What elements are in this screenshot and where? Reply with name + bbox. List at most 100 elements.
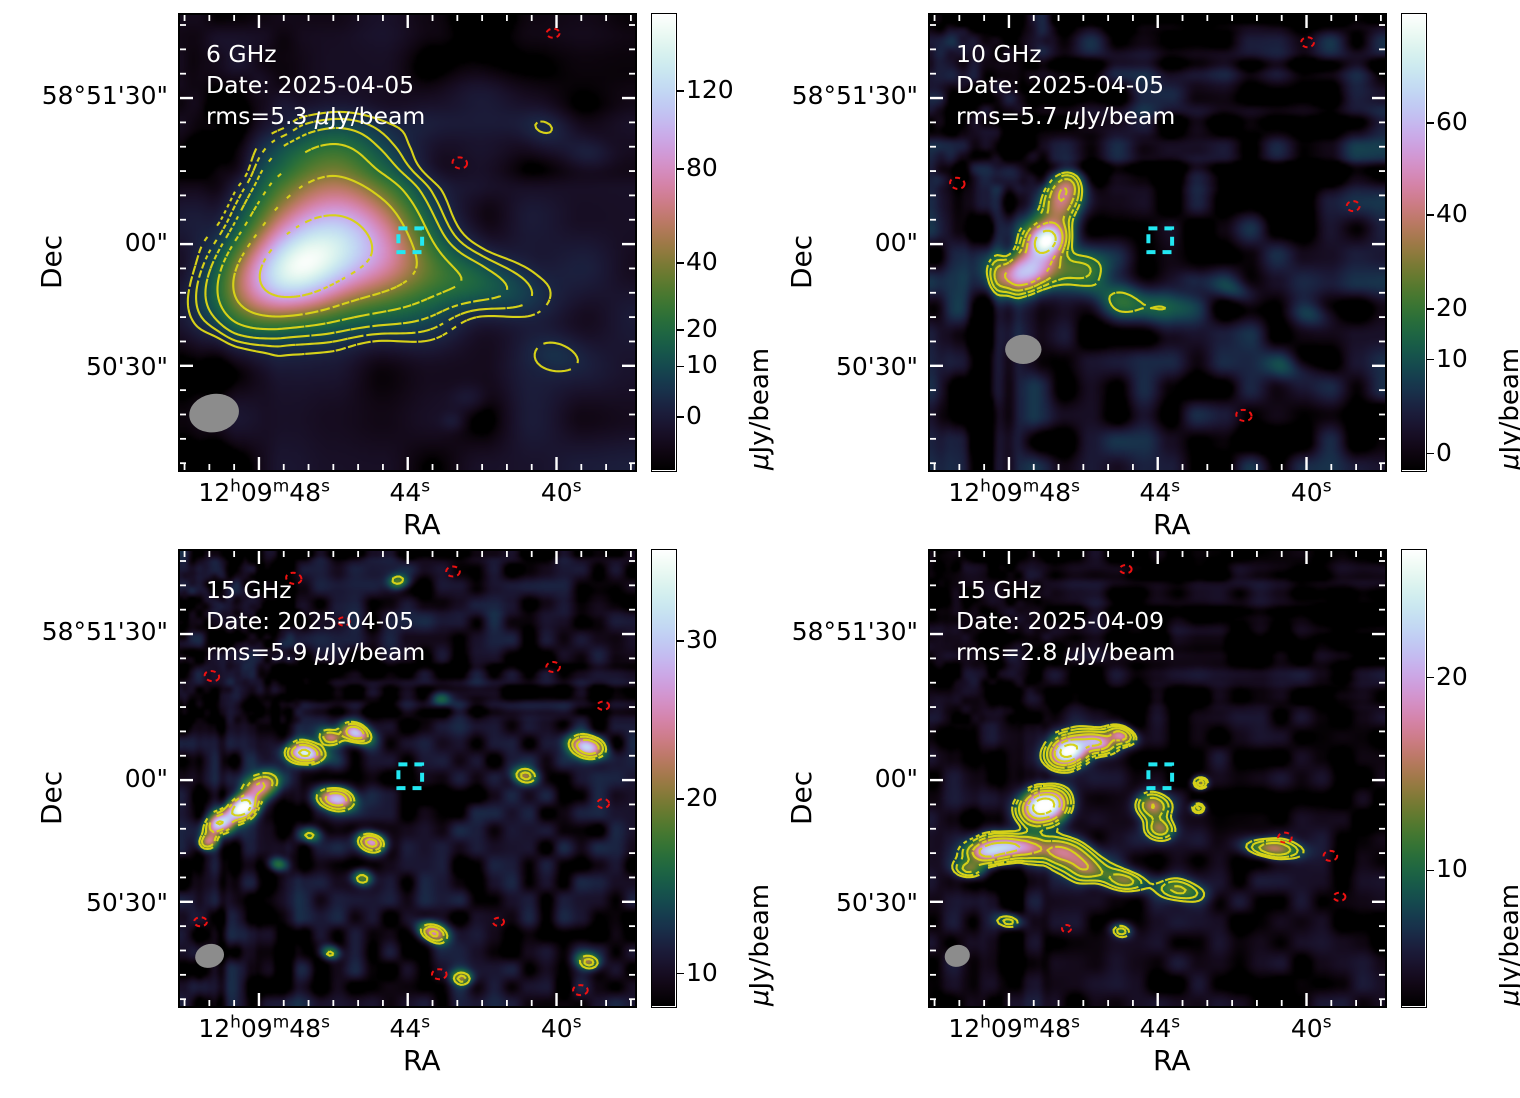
positive-contour xyxy=(1057,188,1066,202)
positive-contour xyxy=(222,257,227,263)
negative-contour xyxy=(949,176,966,190)
map-overlay xyxy=(180,551,635,1006)
positive-contour xyxy=(247,163,252,172)
positive-contour xyxy=(1017,800,1042,828)
positive-contour xyxy=(304,148,312,154)
positive-contour xyxy=(518,767,537,778)
target-position-marker[interactable] xyxy=(1146,762,1175,791)
positive-contour xyxy=(286,747,316,765)
positive-contour xyxy=(1060,727,1070,732)
positive-contour xyxy=(304,120,314,126)
positive-contour xyxy=(213,254,218,260)
positive-contour xyxy=(962,861,969,867)
positive-contour xyxy=(1049,747,1068,767)
positive-contour xyxy=(1076,766,1082,771)
positive-contour xyxy=(1146,793,1170,808)
positive-contour xyxy=(993,258,1008,264)
positive-contour xyxy=(454,313,461,318)
positive-contour xyxy=(1066,806,1072,815)
colorbar-tick xyxy=(676,416,684,418)
positive-contour xyxy=(1067,760,1077,766)
positive-contour xyxy=(1046,848,1089,871)
positive-contour xyxy=(240,204,246,211)
positive-contour xyxy=(391,577,404,585)
dec-tick-label: 58°51'30" xyxy=(41,80,168,110)
positive-contour xyxy=(1169,814,1177,832)
positive-contour xyxy=(261,147,267,154)
positive-contour xyxy=(1018,236,1023,245)
positive-contour xyxy=(1152,803,1156,808)
negative-contour xyxy=(1332,891,1347,902)
positive-contour xyxy=(268,248,273,254)
positive-contour xyxy=(987,834,1052,843)
positive-contour xyxy=(341,301,350,306)
positive-contour xyxy=(243,198,249,205)
positive-contour xyxy=(1052,254,1057,260)
positive-contour xyxy=(359,264,365,269)
positive-contour xyxy=(1152,305,1167,309)
positive-contour xyxy=(372,322,402,328)
positive-contour xyxy=(387,307,402,313)
positive-contour xyxy=(304,831,315,839)
positive-contour xyxy=(1076,757,1082,763)
positive-contour xyxy=(1143,791,1148,795)
positive-contour xyxy=(1194,781,1206,789)
positive-contour xyxy=(359,836,374,852)
negative-contour xyxy=(336,616,351,627)
positive-contour xyxy=(402,319,420,325)
positive-contour xyxy=(310,145,320,151)
y-axis-title: Dec xyxy=(35,234,68,289)
positive-contour xyxy=(961,864,972,874)
target-position-marker[interactable] xyxy=(396,226,425,255)
positive-contour xyxy=(515,769,535,784)
positive-contour xyxy=(1091,742,1103,747)
positive-contour xyxy=(355,876,368,884)
positive-contour xyxy=(1150,803,1155,810)
positive-contour xyxy=(203,817,209,824)
positive-contour xyxy=(1045,809,1052,815)
positive-contour xyxy=(341,734,366,743)
positive-contour xyxy=(250,155,255,162)
positive-contour xyxy=(962,840,968,845)
positive-contour xyxy=(1039,279,1047,285)
ra-tick-label: 44s xyxy=(1139,476,1181,507)
positive-contour xyxy=(1076,760,1082,766)
positive-contour xyxy=(283,142,289,147)
positive-contour xyxy=(314,117,534,297)
sky-map-panel-10ghz[interactable] xyxy=(928,13,1387,472)
positive-contour xyxy=(1024,242,1029,254)
positive-contour xyxy=(1250,843,1290,859)
dec-tick-label: 50'30" xyxy=(836,351,918,381)
positive-contour xyxy=(448,316,455,322)
positive-contour xyxy=(1091,751,1100,756)
sky-map-panel-15ghz-a[interactable] xyxy=(178,549,637,1008)
positive-contour xyxy=(219,806,224,811)
sky-map-panel-15ghz-b[interactable] xyxy=(928,549,1387,1008)
positive-contour xyxy=(307,130,316,135)
positive-contour xyxy=(993,266,1024,292)
positive-contour xyxy=(320,142,463,281)
positive-contour xyxy=(1109,745,1115,751)
positive-contour xyxy=(335,279,341,284)
positive-contour xyxy=(350,803,356,809)
positive-contour xyxy=(460,310,471,316)
positive-contour xyxy=(364,839,378,848)
positive-contour xyxy=(1085,760,1091,766)
positive-contour xyxy=(1054,744,1060,751)
positive-contour xyxy=(237,181,243,187)
positive-contour xyxy=(412,270,417,276)
positive-contour xyxy=(200,835,214,848)
positive-contour xyxy=(323,727,340,732)
target-position-marker[interactable] xyxy=(396,762,425,791)
sky-map-panel-6ghz[interactable] xyxy=(178,13,637,472)
target-position-marker[interactable] xyxy=(1146,226,1175,255)
positive-contour xyxy=(1290,852,1298,858)
ra-tick-label: 12h09m48s xyxy=(198,1012,330,1043)
positive-contour xyxy=(454,971,471,982)
positive-contour xyxy=(220,215,224,221)
positive-contour xyxy=(237,257,242,263)
positive-contour xyxy=(1046,187,1050,193)
positive-contour xyxy=(1085,273,1091,278)
positive-contour xyxy=(246,781,251,787)
positive-contour xyxy=(204,278,310,340)
